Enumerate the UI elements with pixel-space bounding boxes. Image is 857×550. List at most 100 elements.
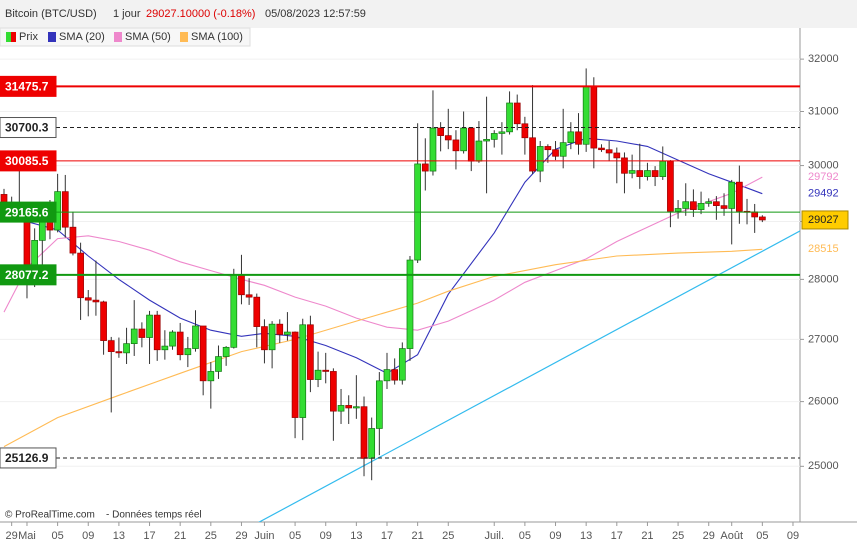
- candle-body: [330, 371, 337, 412]
- candle-body: [444, 135, 452, 141]
- candle-body: [100, 301, 107, 341]
- y-tick-label: 28000: [808, 273, 839, 285]
- candle-body: [682, 201, 690, 209]
- x-tick-label: 05: [51, 530, 63, 542]
- candle-body: [644, 170, 651, 177]
- level-label: 28077.2: [5, 268, 49, 282]
- legend-label: Prix: [19, 31, 38, 43]
- plot-area: [0, 58, 800, 522]
- candle-body: [299, 324, 307, 418]
- candle-body: [245, 294, 253, 298]
- candle-body: [736, 181, 743, 212]
- x-tick-label: 25: [442, 530, 454, 542]
- candle-body: [429, 127, 437, 172]
- candle-body: [475, 140, 483, 162]
- candle-body: [713, 201, 720, 206]
- candle-body: [659, 160, 667, 177]
- level-label-box: [0, 264, 57, 286]
- x-tick-label: Juil.: [484, 530, 504, 542]
- y-tick-label: 25000: [808, 460, 839, 472]
- candle-body: [391, 369, 399, 381]
- candle-body: [322, 369, 330, 372]
- candle-body: [215, 356, 222, 372]
- candle-body: [314, 369, 322, 380]
- candle-body: [636, 170, 644, 177]
- x-tick-label: 13: [350, 530, 362, 542]
- x-tick-label: 21: [412, 530, 424, 542]
- candle-body: [498, 131, 506, 134]
- candle-body: [559, 142, 567, 157]
- candle-body: [115, 351, 123, 354]
- candle-body: [398, 348, 406, 381]
- candle-body: [460, 127, 467, 152]
- candle-body: [284, 331, 291, 335]
- legend-label: SMA (50): [125, 31, 171, 43]
- sma-value-box: [802, 185, 852, 202]
- candle-body: [674, 208, 682, 212]
- candle-body: [138, 328, 146, 338]
- candle-body: [705, 201, 713, 204]
- x-tick-label: 09: [549, 530, 561, 542]
- candle-body: [375, 380, 383, 429]
- x-tick-label: 09: [787, 530, 799, 542]
- candle-body: [536, 146, 544, 172]
- candle-body: [667, 160, 674, 212]
- x-tick-label: 09: [320, 530, 332, 542]
- sma-value-label: 28515: [808, 243, 839, 255]
- candle-body: [567, 131, 575, 143]
- candle-body: [628, 170, 636, 174]
- candle-body: [192, 325, 199, 349]
- level-label: 30085.5: [5, 154, 49, 168]
- sma-value-box: [802, 169, 852, 186]
- candle-body: [651, 170, 659, 177]
- level-label: 30700.3: [5, 121, 49, 135]
- header-datetime: 05/08/2023 12:57:59: [265, 8, 366, 20]
- candle-body: [130, 328, 138, 344]
- candle-body: [506, 102, 513, 133]
- x-tick-label: 09: [82, 530, 94, 542]
- x-tick-label: 29: [6, 530, 18, 542]
- level-label-box: [0, 117, 57, 139]
- level-label-box: [0, 201, 57, 223]
- level-label: 29165.6: [5, 205, 49, 219]
- sma-value-label: 29492: [808, 188, 839, 200]
- candle-body: [751, 211, 759, 218]
- x-tick-label: 05: [756, 530, 768, 542]
- sma-line: [3, 176, 763, 331]
- y-tick-label: 32000: [808, 53, 839, 65]
- y-tick-label: 31000: [808, 105, 839, 117]
- candle-body: [613, 152, 621, 159]
- x-tick-label: 05: [519, 530, 531, 542]
- x-tick-label: 17: [381, 530, 393, 542]
- candle-body: [199, 325, 207, 382]
- overlay: 31475.7 30700.3 30085.5 29165.6 28077.2 25126…: [0, 75, 800, 469]
- candle-body: [337, 405, 345, 412]
- candle-body: [291, 331, 299, 418]
- x-tick-label: Août: [720, 530, 743, 542]
- candle-body: [184, 348, 192, 356]
- level-label-box: [0, 75, 57, 97]
- candle-body: [92, 299, 100, 303]
- legend-label: SMA (100): [191, 31, 243, 43]
- sma-line: [3, 248, 763, 448]
- candle-body: [268, 323, 276, 351]
- candle-body: [383, 369, 391, 382]
- candle-body: [61, 191, 69, 228]
- candle-body: [207, 371, 215, 382]
- candle-body: [728, 181, 736, 209]
- candle-body: [437, 127, 444, 136]
- level-label: 25126.9: [5, 451, 49, 465]
- candle-body: [84, 297, 92, 301]
- current-price-label: 29027: [808, 214, 839, 226]
- x-tick-label: 25: [205, 530, 217, 542]
- candle-body: [421, 163, 429, 172]
- x-tick-label: 05: [289, 530, 301, 542]
- header-bar: [0, 0, 857, 28]
- x-tick-label: 13: [580, 530, 592, 542]
- candle-body: [590, 85, 598, 149]
- x-tick-label: 25: [672, 530, 684, 542]
- legend-swatch: [114, 32, 122, 42]
- candle-body: [406, 259, 414, 349]
